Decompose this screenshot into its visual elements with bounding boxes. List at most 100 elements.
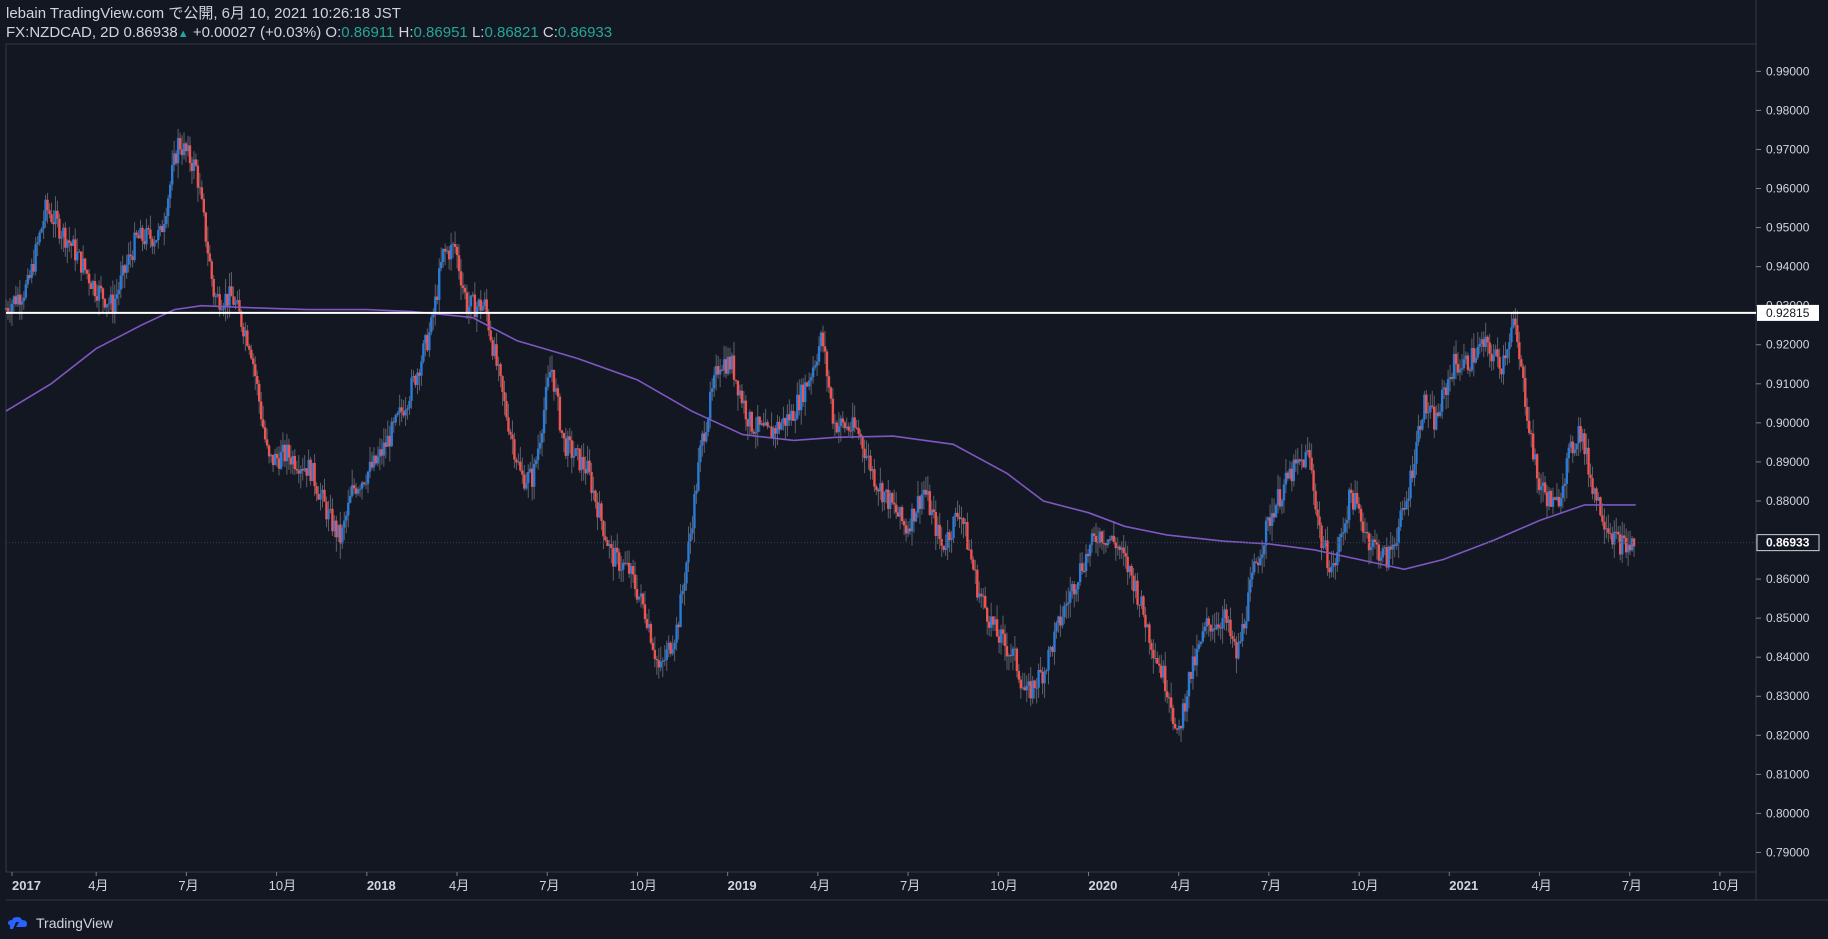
candle-up <box>517 461 520 463</box>
candle-up <box>182 143 186 156</box>
candle-down <box>552 369 556 392</box>
candle-up <box>372 455 376 468</box>
footer-brand[interactable]: TradingView <box>6 915 113 931</box>
candle-down <box>226 293 229 306</box>
candle-down <box>1545 492 1549 507</box>
candle-down <box>1009 655 1013 657</box>
candle-down <box>1173 723 1177 729</box>
candle-up <box>127 254 130 265</box>
x-tick-label: 4月 <box>1532 878 1552 893</box>
x-tick-label: 10月 <box>1712 878 1739 893</box>
candle-up <box>1533 454 1537 460</box>
x-tick-label: 10月 <box>269 878 296 893</box>
candle-up <box>1069 591 1072 603</box>
candle-up <box>1076 582 1080 590</box>
candle-down <box>802 384 805 403</box>
candle-down <box>388 435 391 447</box>
candle-down <box>1082 571 1086 573</box>
candle-down <box>297 470 300 474</box>
candle-down <box>902 521 906 526</box>
candle-up <box>1435 412 1438 430</box>
candle-down <box>1524 377 1527 407</box>
candle-down <box>602 520 605 537</box>
candle-down <box>499 364 502 377</box>
candle-down <box>877 490 880 492</box>
candle-down <box>1144 614 1147 628</box>
candle-up <box>800 384 803 411</box>
candle-down <box>968 549 971 551</box>
candle-down <box>627 562 631 574</box>
candle-up <box>1330 566 1333 573</box>
symbol-label[interactable]: FX:NZDCAD, 2D <box>6 24 120 41</box>
candle-up <box>1262 545 1266 555</box>
candle-up <box>534 460 538 464</box>
candle-up <box>679 594 682 628</box>
candle-down <box>1298 459 1301 462</box>
candle-up <box>406 408 409 410</box>
candle-down <box>1175 728 1179 730</box>
candle-down <box>250 349 253 359</box>
candle-up <box>1134 580 1137 592</box>
candle-down <box>970 549 973 560</box>
candle-down <box>1531 433 1535 460</box>
candle-up <box>157 230 160 241</box>
candle-up <box>1037 669 1040 688</box>
candle-up <box>376 456 380 464</box>
brand-name: TradingView <box>36 915 114 931</box>
candle-down <box>618 552 621 571</box>
candle-down <box>1096 542 1100 544</box>
candle-down <box>600 503 603 521</box>
candle-down <box>677 624 680 628</box>
candle-down <box>325 501 328 520</box>
candle-up <box>1013 648 1017 650</box>
candle-down <box>1272 513 1276 518</box>
y-tick-label: 0.88000 <box>1766 494 1810 508</box>
candle-up <box>1567 447 1570 459</box>
candle-down <box>821 332 825 347</box>
candle-down <box>616 547 619 553</box>
candle-down <box>1003 633 1007 647</box>
candle-up <box>695 490 698 494</box>
candle-down <box>271 454 275 466</box>
candle-down <box>1601 515 1604 522</box>
candle-down <box>1094 535 1098 543</box>
candle-up <box>299 469 302 474</box>
candle-up <box>1508 342 1511 350</box>
candle-up <box>742 400 746 404</box>
candle-down <box>904 525 908 534</box>
candle-up <box>477 299 480 307</box>
candle-down <box>178 138 182 150</box>
candle-down <box>1365 531 1369 534</box>
candle-down <box>1183 703 1187 712</box>
candle-down <box>287 444 291 458</box>
candle-down <box>1496 349 1499 358</box>
candle-up <box>440 261 443 269</box>
candle-down <box>1179 725 1183 729</box>
candle-up <box>693 493 696 529</box>
candle-up <box>1561 486 1565 499</box>
candle-down <box>1100 531 1104 544</box>
candle-up <box>176 138 180 164</box>
x-tick-label: 10月 <box>990 878 1017 893</box>
candle-down <box>788 414 791 421</box>
candle-up <box>378 449 382 457</box>
candle-up <box>756 416 759 432</box>
candle-down <box>457 255 461 272</box>
candle-down <box>384 442 388 447</box>
candle-down <box>669 642 672 654</box>
candle-up <box>629 566 633 574</box>
candle-down <box>896 512 900 517</box>
candle-up <box>1547 490 1551 507</box>
candle-up <box>922 489 926 495</box>
candle-up <box>944 547 947 550</box>
candle-down <box>1393 544 1396 546</box>
candle-up <box>1237 642 1240 659</box>
candle-up <box>434 296 437 315</box>
candle-down <box>208 253 211 262</box>
candle-up <box>811 367 815 378</box>
candle-up <box>60 237 63 239</box>
candle-down <box>1164 665 1167 692</box>
candle-down <box>825 351 829 377</box>
candle-up <box>1476 346 1479 358</box>
